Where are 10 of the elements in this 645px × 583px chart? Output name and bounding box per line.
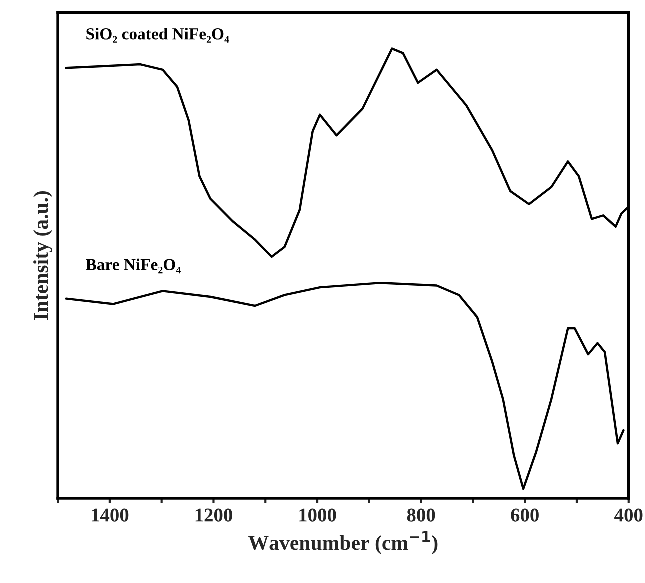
x-tick-label: 800 bbox=[407, 508, 436, 522]
x-tick-label: 1200 bbox=[196, 508, 232, 522]
x-tick-label: 1000 bbox=[300, 508, 336, 522]
series-label: SiO₂ coated NiFe₂O₄ bbox=[86, 28, 230, 43]
x-tick-label: 1400 bbox=[92, 508, 129, 522]
series-label: Bare NiFe₂O₄ bbox=[86, 258, 181, 274]
x-axis-title: Wavenumber (cm$^{−1}$) bbox=[248, 531, 438, 554]
x-tick-label: 600 bbox=[511, 508, 539, 522]
x-tick-label: 400 bbox=[614, 508, 643, 522]
y-axis-title: Intensity (a.u.) bbox=[34, 191, 52, 320]
